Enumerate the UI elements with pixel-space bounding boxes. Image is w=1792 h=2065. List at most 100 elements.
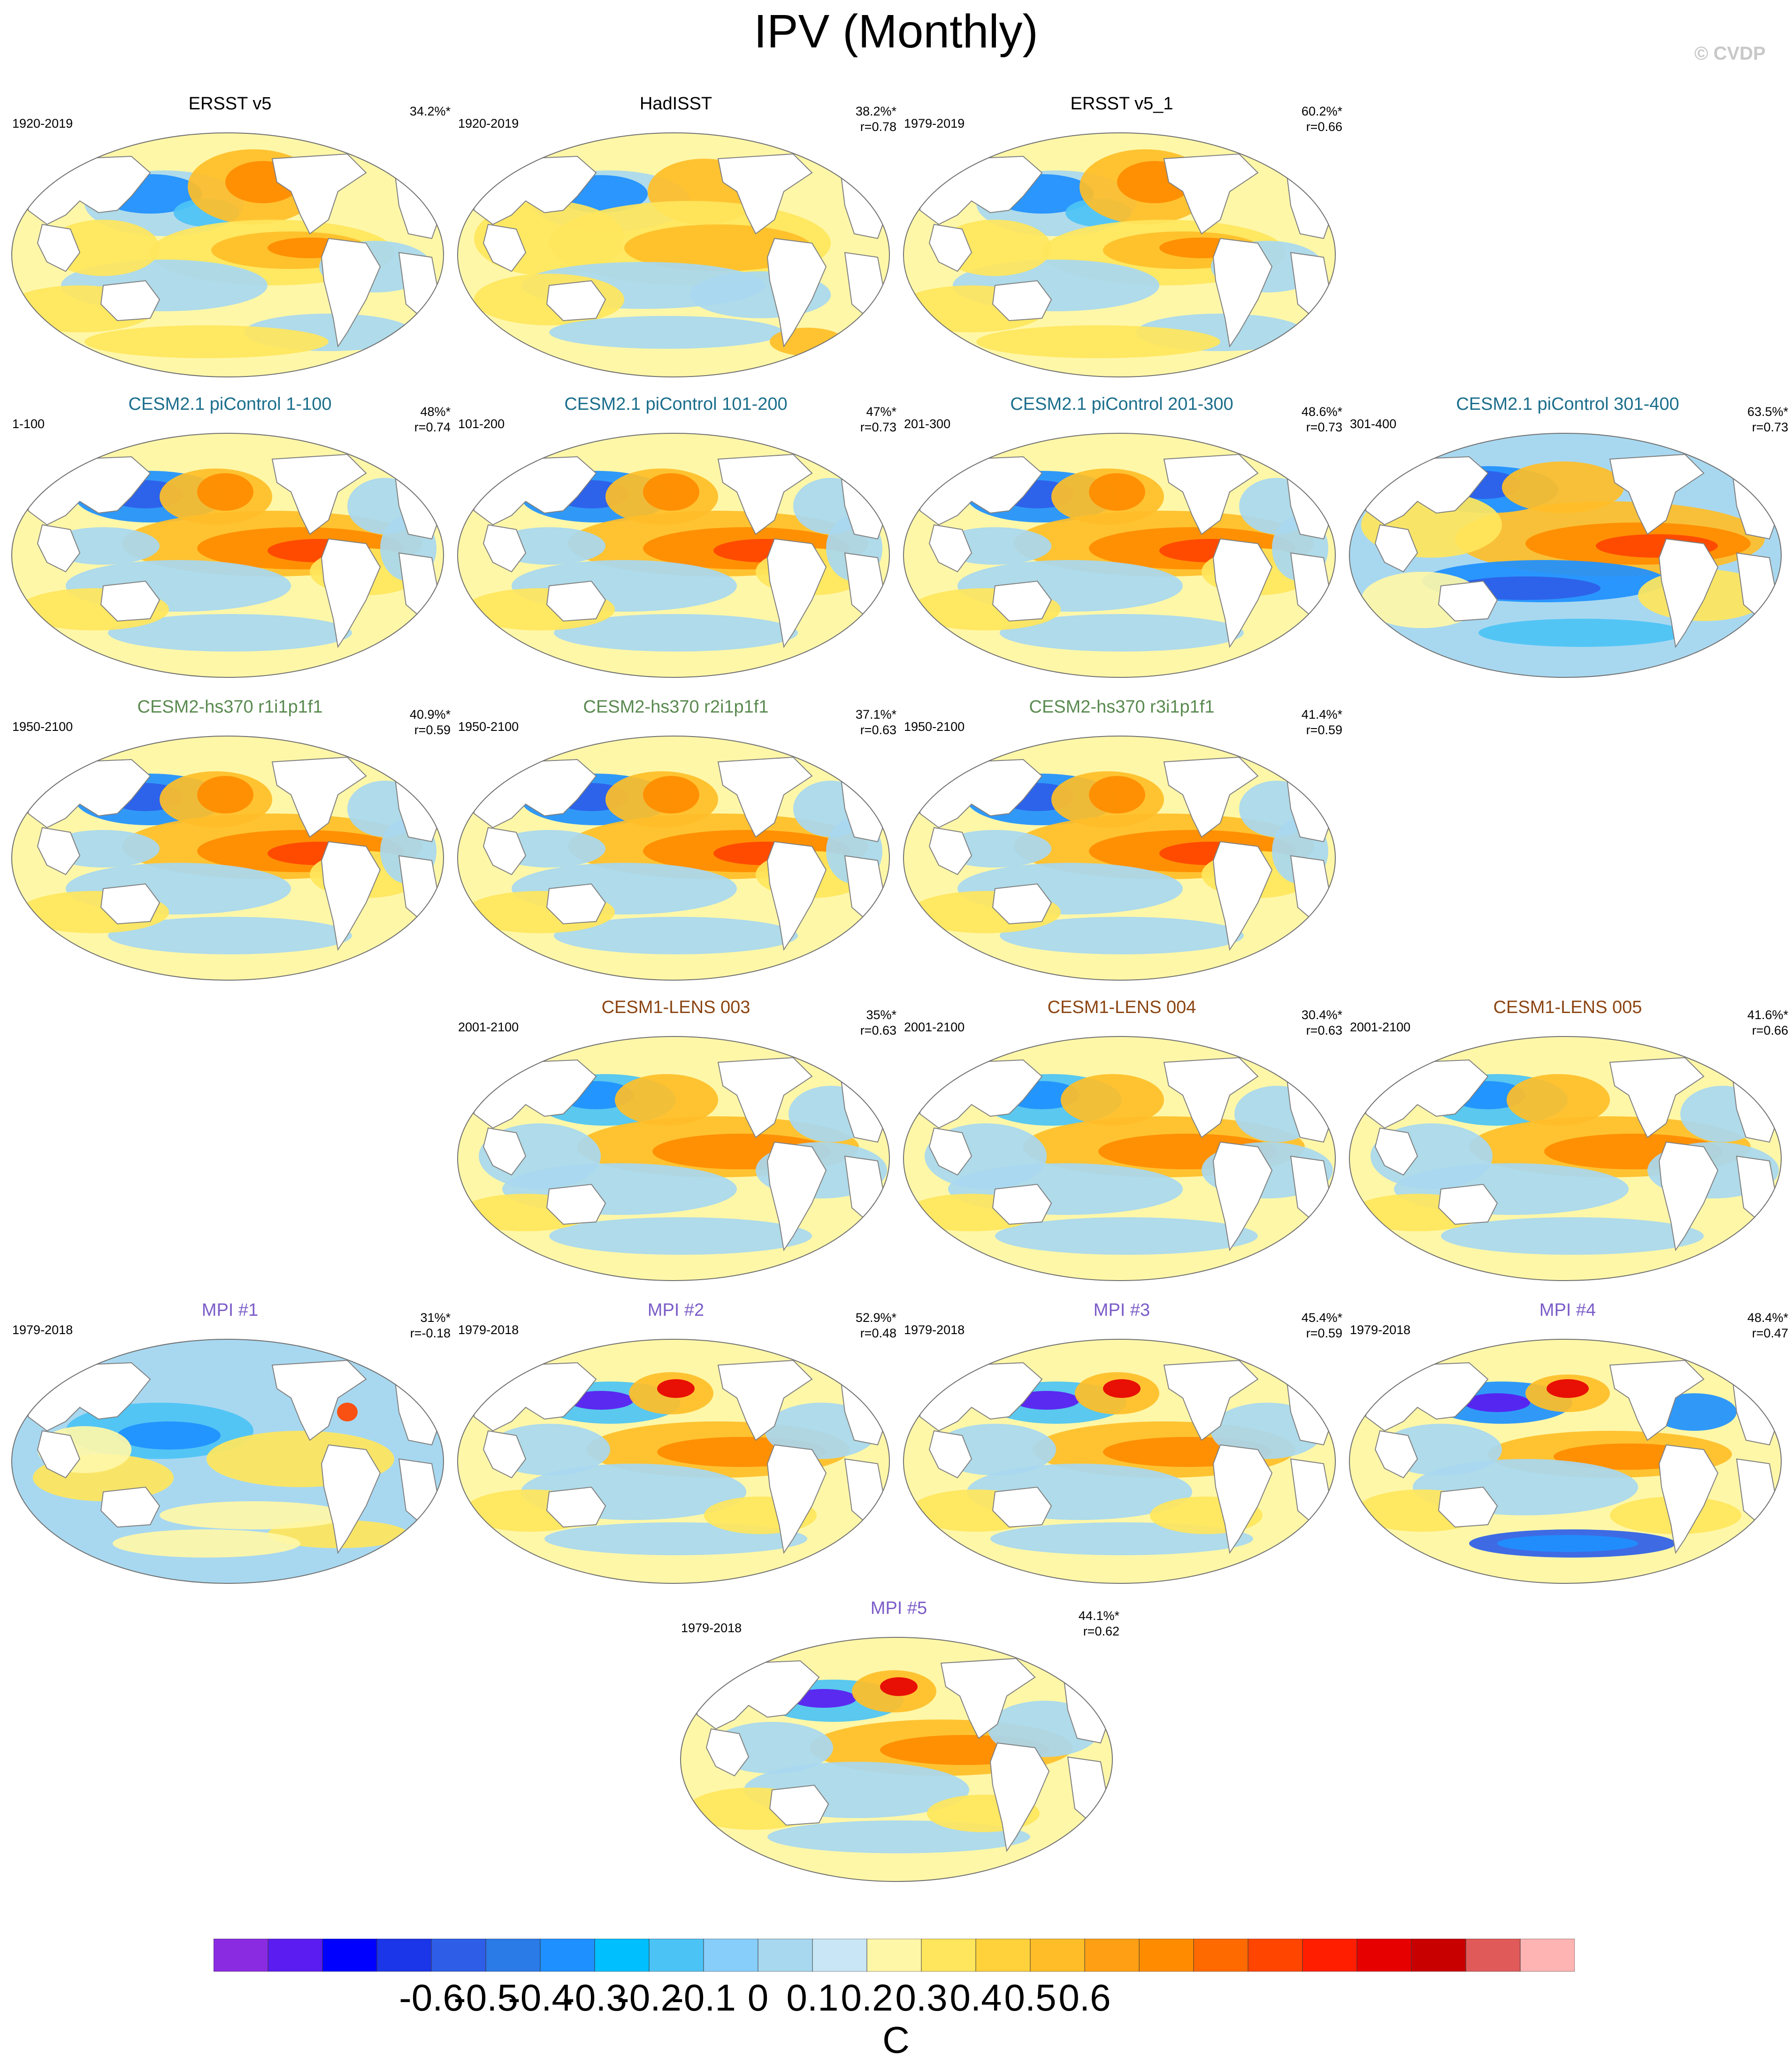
panel-correlation: r=0.78 xyxy=(860,120,896,134)
colorbar-tick-label: -0.5 xyxy=(453,1977,518,2019)
colorbar-tick-label: 0.4 xyxy=(950,1977,1002,2019)
panel-variance-pct: 45.4%* xyxy=(1301,1311,1342,1325)
panel-correlation: r=0.66 xyxy=(1306,120,1342,134)
map-panel: CESM2.1 piControl 101-200 101-200 47%* r=0.… xyxy=(455,394,896,685)
sst-pattern-map xyxy=(1349,1339,1782,1584)
sst-pattern-map xyxy=(11,736,444,981)
colorbar-tick-label: 0.6 xyxy=(1058,1977,1111,2019)
colorbar-swatch xyxy=(758,1939,813,1972)
sst-pattern-map xyxy=(11,433,444,678)
panel-correlation: r=-0.18 xyxy=(410,1326,451,1340)
panel-variance-pct: 48.4%* xyxy=(1747,1311,1788,1325)
panel-period: 1920-2019 xyxy=(12,116,73,131)
colorbar-tick-label: -0.3 xyxy=(562,1977,627,2019)
panel-correlation: r=0.73 xyxy=(860,420,896,434)
colorbar-swatch xyxy=(1302,1939,1357,1972)
panel-correlation: r=0.63 xyxy=(1306,1023,1342,1037)
colorbar-tick-label: -0.6 xyxy=(399,1977,464,2019)
colorbar-swatch xyxy=(322,1939,377,1972)
map-panel: ERSST v5 1920-2019 34.2%* xyxy=(9,94,451,385)
panel-variance-pct: 35%* xyxy=(866,1008,896,1022)
map-panel: CESM2-hs370 r2i1p1f1 1950-2100 37.1%* r=0.6… xyxy=(455,697,896,988)
panel-variance-pct: 34.2%* xyxy=(409,104,451,118)
panel-period: 1979-2018 xyxy=(12,1323,73,1337)
map-panel: CESM2.1 piControl 1-100 1-100 48%* r=0.74 xyxy=(9,394,451,685)
units-label: C xyxy=(882,2019,910,2061)
colorbar-swatch xyxy=(376,1939,432,1972)
panel-correlation: r=0.59 xyxy=(1306,723,1342,737)
colorbar-swatch xyxy=(1356,1939,1412,1972)
map-panel: MPI #3 1979-2018 45.4%* r=0.59 xyxy=(901,1300,1342,1591)
map-panel: MPI #5 1979-2018 44.1%* r=0.62 xyxy=(678,1598,1119,1889)
map-panel: CESM1-LENS 005 2001-2100 41.6%* r=0.66 xyxy=(1347,998,1788,1289)
sst-pattern-map xyxy=(903,1339,1336,1584)
panel-period: 1-100 xyxy=(12,417,45,431)
panel-variance-pct: 37.1%* xyxy=(855,707,896,722)
panel-period: 1979-2018 xyxy=(904,1323,965,1337)
panel-variance-pct: 40.9%* xyxy=(409,707,451,722)
panel-title: CESM2.1 piControl 1-100 xyxy=(128,394,332,414)
map-panel: ERSST v5_1 1979-2019 60.2%* r=0.66 xyxy=(901,94,1342,385)
panel-period: 1979-2018 xyxy=(1350,1323,1411,1337)
colorbar-swatch xyxy=(431,1939,486,1972)
panel-period: 2001-2100 xyxy=(458,1020,519,1034)
sst-pattern-map xyxy=(457,1339,890,1584)
panel-period: 1950-2100 xyxy=(904,720,965,734)
map-panel: MPI #1 1979-2018 31%* r=-0.18 xyxy=(9,1300,451,1591)
map-panel: CESM2.1 piControl 301-400 301-400 63.5%* r=… xyxy=(1347,394,1788,685)
panel-period: 2001-2100 xyxy=(904,1020,965,1034)
panel-correlation: r=0.66 xyxy=(1752,1023,1788,1037)
colorbar-swatch xyxy=(594,1939,650,1972)
panel-title: CESM1-LENS 005 xyxy=(1493,998,1642,1017)
panel-title: CESM2-hs370 r2i1p1f1 xyxy=(583,697,769,717)
panel-correlation: r=0.63 xyxy=(860,723,896,737)
panel-title: MPI #4 xyxy=(1539,1300,1596,1320)
colorbar-tick-label: 0.3 xyxy=(895,1977,948,2019)
panel-period: 101-200 xyxy=(458,417,505,431)
panel-correlation: r=0.63 xyxy=(860,1023,896,1037)
colorbar-tick-label: 0.5 xyxy=(1004,1977,1057,2019)
page-title: IPV (Monthly) xyxy=(754,5,1038,58)
panel-correlation: r=0.59 xyxy=(1306,1326,1342,1340)
panel-correlation: r=0.73 xyxy=(1306,420,1342,434)
panel-variance-pct: 44.1%* xyxy=(1078,1609,1119,1623)
panel-correlation: r=0.74 xyxy=(414,420,451,434)
map-panel: CESM2.1 piControl 201-300 201-300 48.6%* r=… xyxy=(901,394,1342,685)
colorbar-swatch xyxy=(1465,1939,1521,1972)
panel-title: MPI #2 xyxy=(647,1300,705,1320)
panel-correlation: r=0.48 xyxy=(860,1326,896,1340)
panel-title: CESM1-LENS 004 xyxy=(1047,998,1196,1017)
panel-title: CESM1-LENS 003 xyxy=(601,998,750,1017)
map-panel: HadISST 1920-2019 38.2%* r=0.78 xyxy=(455,94,896,385)
colorbar-swatch xyxy=(1139,1939,1194,1972)
colorbar-tick-label: -0.2 xyxy=(617,1977,682,2019)
colorbar-swatch xyxy=(975,1939,1031,1972)
panel-variance-pct: 41.4%* xyxy=(1301,707,1342,722)
panel-title: HadISST xyxy=(639,94,712,114)
colorbar-tick-label: 0.2 xyxy=(841,1977,893,2019)
sst-pattern-map xyxy=(1349,1036,1782,1281)
sst-pattern-map xyxy=(680,1637,1113,1882)
panel-variance-pct: 30.4%* xyxy=(1301,1008,1342,1022)
sst-pattern-map xyxy=(11,132,444,377)
panel-variance-pct: 47%* xyxy=(866,405,896,419)
panel-period: 1979-2018 xyxy=(681,1621,742,1635)
colorbar-swatch xyxy=(268,1939,323,1972)
panel-title: CESM2-hs370 r3i1p1f1 xyxy=(1029,697,1215,717)
panel-correlation: r=0.62 xyxy=(1083,1624,1119,1638)
panel-title: CESM2.1 piControl 201-300 xyxy=(1010,394,1233,414)
panel-correlation: r=0.59 xyxy=(414,723,451,737)
panel-title: CESM2.1 piControl 301-400 xyxy=(1456,394,1679,414)
map-panel: CESM1-LENS 004 2001-2100 30.4%* r=0.63 xyxy=(901,998,1342,1289)
sst-pattern-map xyxy=(903,1036,1336,1281)
colorbar-swatch xyxy=(812,1939,867,1972)
panel-variance-pct: 63.5%* xyxy=(1747,405,1788,419)
panel-period: 1979-2018 xyxy=(458,1323,519,1337)
colorbar-swatch xyxy=(1193,1939,1248,1972)
sst-pattern-map xyxy=(903,132,1336,377)
colorbar-swatch xyxy=(1030,1939,1085,1972)
colorbar-tick-label: -0.1 xyxy=(671,1977,736,2019)
colorbar-tick-label: 0.1 xyxy=(786,1977,839,2019)
colorbar-swatch xyxy=(540,1939,595,1972)
panel-period: 201-300 xyxy=(904,417,951,431)
